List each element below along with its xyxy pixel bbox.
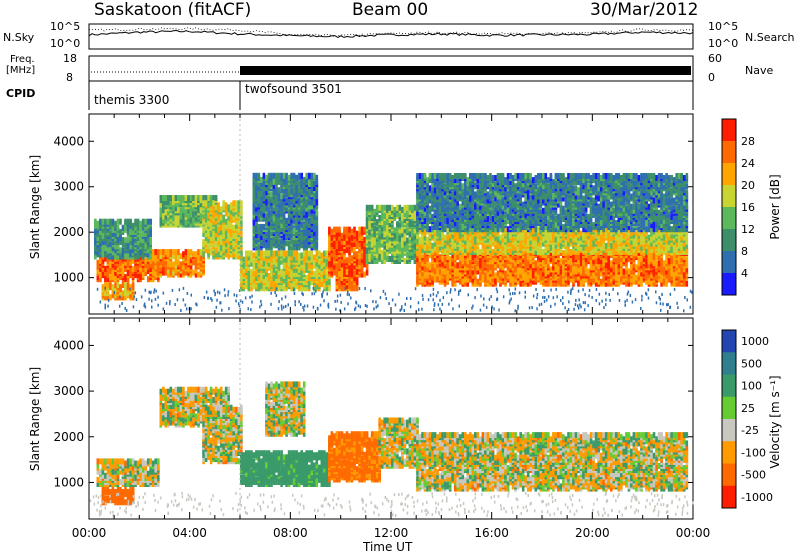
velocity-colorbar-tick-7: -1000 [741, 491, 773, 504]
freq-panel-frame [88, 55, 694, 82]
station-title: Saskatoon (fitACF) [94, 0, 252, 20]
y-axis-label-power: Slant Range [km] [28, 154, 42, 260]
velocity-region-8 [416, 432, 689, 492]
power-colorbar-tick-6: 28 [741, 135, 755, 148]
power-colorbar-swatch-0 [722, 119, 736, 142]
series-line-nsky [88, 30, 694, 38]
nsearch-label: N.Search [745, 31, 795, 44]
power-region-11 [416, 250, 689, 287]
power-colorbar-tick-0: 4 [741, 267, 748, 280]
velocity-colorbar-swatch-6 [722, 463, 736, 487]
velocity-near-range-speckles [89, 491, 694, 518]
y-tick-label-3000: 3000 [53, 384, 84, 398]
cpid-segment-2: twofsound 3501 [245, 82, 342, 96]
velocity-region-4 [240, 450, 331, 487]
power-colorbar-swatch-7 [722, 273, 736, 296]
y-axis-label-velocity: Slant Range [km] [28, 366, 42, 472]
velocity-colorbar-swatch-2 [722, 374, 736, 398]
velocity-colorbar-frame [721, 329, 737, 509]
power-region-1 [101, 282, 135, 301]
x-tick-label-2: 08:00 [273, 526, 308, 540]
velocity-colorbar-swatch-1 [722, 352, 736, 375]
velocity-region-7 [378, 417, 419, 469]
velocity-region-6 [328, 431, 381, 483]
x-tick-label-1: 04:00 [172, 526, 207, 540]
x-tick-label-3: 12:00 [374, 526, 409, 540]
y-tick-label-1000: 1000 [53, 271, 84, 285]
power-colorbar-tick-1: 8 [741, 245, 748, 258]
power-colorbar-swatch-5 [722, 229, 736, 252]
power-region-9 [335, 268, 359, 292]
power-region-13 [416, 173, 689, 233]
velocity-colorbar-swatch-5 [722, 441, 736, 464]
x-tick-label-6: 00:00 [676, 526, 711, 540]
velocity-region-0 [96, 458, 160, 487]
power-near-range-speckles [96, 286, 693, 313]
power-colorbar-swatch-1 [722, 141, 736, 164]
power-region-10 [365, 204, 419, 264]
cpid-segment-1: themis 3300 [94, 93, 170, 107]
nsky-tick-low: 10^0 [50, 37, 81, 50]
nsearch-tick-low: 10^0 [708, 37, 739, 50]
series-line-nsearch [88, 27, 694, 37]
velocity-colorbar-swatch-4 [722, 419, 736, 442]
power-colorbar-swatch-3 [722, 185, 736, 208]
velocity-region-3 [202, 404, 243, 465]
date-title: 30/Mar/2012 [590, 0, 699, 20]
x-axis-label: Time UT [363, 540, 413, 554]
y-tick-label-4000: 4000 [53, 338, 84, 352]
velocity-colorbar-tick-4: -25 [741, 424, 759, 437]
velocity-colorbar-tick-1: 500 [741, 357, 762, 370]
power-colorbar-tick-3: 16 [741, 201, 755, 214]
x-tick-label-0: 00:00 [72, 526, 107, 540]
power-region-7 [252, 172, 319, 251]
freq-tick-high: 18 [63, 52, 77, 65]
freq-label-2: [MHz] [6, 65, 36, 76]
power-colorbar-tick-5: 24 [741, 157, 755, 170]
freq-label-1: Freq. [10, 54, 35, 65]
y-tick-label-4000: 4000 [53, 134, 84, 148]
power-colorbar-swatch-2 [722, 163, 736, 186]
y-tick-label-3000: 3000 [53, 180, 84, 194]
nave-label: Nave [745, 64, 774, 77]
power-colorbar-tick-4: 20 [741, 179, 755, 192]
velocity-region-1 [101, 487, 135, 506]
power-colorbar-frame [721, 118, 737, 296]
nsky-tick-high: 10^5 [50, 20, 81, 33]
y-tick-label-2000: 2000 [53, 225, 84, 239]
power-region-3 [151, 249, 205, 278]
nave-tick-high: 60 [708, 52, 722, 65]
power-colorbar-swatch-4 [722, 207, 736, 230]
nsearch-tick-high: 10^5 [708, 20, 739, 33]
power-region-2 [94, 218, 152, 260]
velocity-region-5 [265, 381, 306, 437]
power-colorbar-swatch-6 [722, 251, 736, 274]
power-region-6 [240, 250, 331, 292]
velocity-colorbar-tick-0: 1000 [741, 335, 769, 348]
velocity-colorbar-tick-5: -100 [741, 446, 766, 459]
cpid-label: CPID [6, 87, 36, 100]
nave-tick-low: 0 [708, 71, 715, 84]
y-tick-label-2000: 2000 [53, 430, 84, 444]
velocity-colorbar-label: Velocity [m s⁻¹] [768, 375, 782, 469]
velocity-colorbar-swatch-0 [722, 330, 736, 353]
power-colorbar-tick-2: 12 [741, 223, 755, 236]
power-colorbar-label: Power [dB] [768, 174, 782, 240]
velocity-colorbar-swatch-3 [722, 396, 736, 420]
y-tick-label-1000: 1000 [53, 475, 84, 489]
power-region-5 [202, 200, 243, 260]
nsky-label: N.Sky [3, 31, 35, 44]
nsky-panel-frame [88, 23, 694, 50]
velocity-colorbar-tick-3: 25 [741, 402, 755, 415]
velocity-colorbar-tick-2: 100 [741, 380, 762, 393]
velocity-colorbar-swatch-7 [722, 485, 736, 509]
beam-title: Beam 00 [352, 0, 429, 20]
x-tick-label-4: 16:00 [474, 526, 509, 540]
nave-band-twofsound [240, 66, 691, 75]
velocity-colorbar-tick-6: -500 [741, 469, 766, 482]
freq-tick-low: 8 [66, 71, 73, 84]
x-tick-label-5: 20:00 [575, 526, 610, 540]
